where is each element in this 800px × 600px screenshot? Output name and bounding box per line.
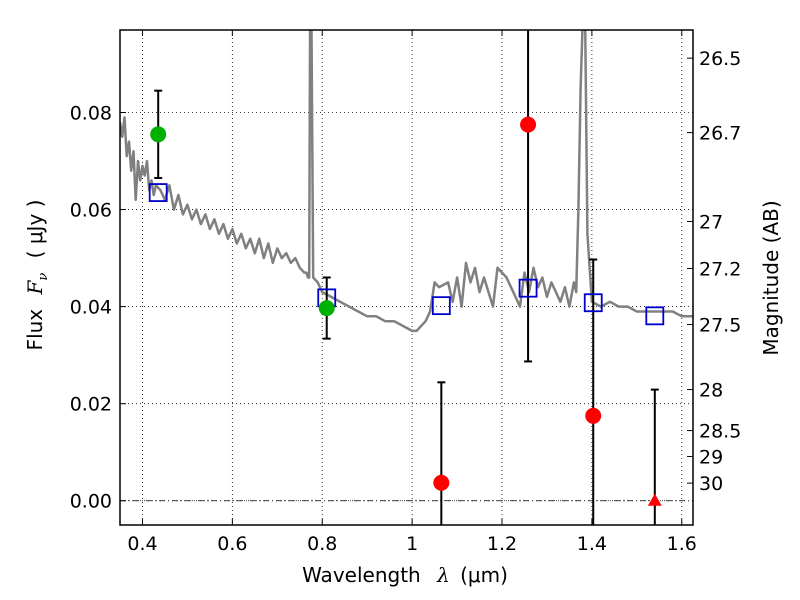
magnitude-tick-label: 26.5 — [699, 48, 741, 70]
plot-frame — [119, 29, 694, 526]
grid-lines — [120, 30, 693, 525]
magnitude-tick-label: 27.5 — [699, 315, 741, 337]
model-photometry-square — [431, 296, 451, 316]
model-photometry-square — [583, 293, 603, 313]
nondetection-point — [585, 407, 602, 424]
magnitude-tick-label: 26.7 — [699, 123, 741, 145]
y-axis-ticks: 0.00 0.02 0.04 0.06 0.08 — [70, 103, 126, 513]
x-tick-label: 1.2 — [487, 533, 517, 555]
nondetection-point — [433, 474, 450, 491]
y-tick-label: 0.02 — [70, 394, 112, 416]
x-tick-label: 0.4 — [127, 533, 157, 555]
data-markers — [148, 116, 665, 506]
x-tick-label: 1 — [406, 533, 418, 555]
model-photometry-square — [645, 306, 665, 326]
magnitude-tick-label: 28 — [699, 380, 723, 402]
y-axis-label: Flux Fν ( μJy ) — [23, 200, 52, 351]
x-axis-ticks: 0.4 0.6 0.8 1 1.2 1.4 1.6 — [127, 30, 697, 555]
magnitude-tick-label: 27.2 — [699, 258, 741, 280]
y-tick-label: 0.04 — [70, 297, 112, 319]
x-tick-label: 1.6 — [667, 533, 697, 555]
upper-limit-triangle — [647, 493, 662, 506]
magnitude-tick-label: 28.5 — [699, 421, 741, 443]
magnitude-axis-label: Magnitude (AB) — [759, 200, 783, 355]
error-bars — [154, 30, 659, 525]
spectrum-series — [120, 30, 693, 333]
error-bar — [524, 30, 533, 363]
x-tick-label: 0.8 — [307, 533, 337, 555]
y-tick-label: 0.08 — [70, 103, 112, 125]
spectrum-line — [120, 30, 693, 333]
x-tick-label: 1.4 — [577, 533, 607, 555]
x-tick-label: 0.6 — [217, 533, 247, 555]
magnitude-axis-ticks: 26.5 26.7 27 27.2 27.5 28 28.5 29 30 — [687, 48, 741, 495]
detection-point — [318, 300, 335, 317]
y-tick-label: 0.00 — [70, 491, 112, 513]
detection-point — [150, 126, 167, 143]
magnitude-tick-label: 27 — [699, 211, 723, 233]
y-tick-label: 0.06 — [70, 200, 112, 222]
x-axis-label: Wavelength λ (μm) — [302, 563, 508, 587]
magnitude-tick-label: 29 — [699, 446, 723, 468]
nondetection-point — [520, 116, 537, 133]
model-photometry-square — [148, 183, 168, 202]
model-photometry-square — [518, 278, 538, 298]
magnitude-tick-label: 30 — [699, 473, 723, 495]
